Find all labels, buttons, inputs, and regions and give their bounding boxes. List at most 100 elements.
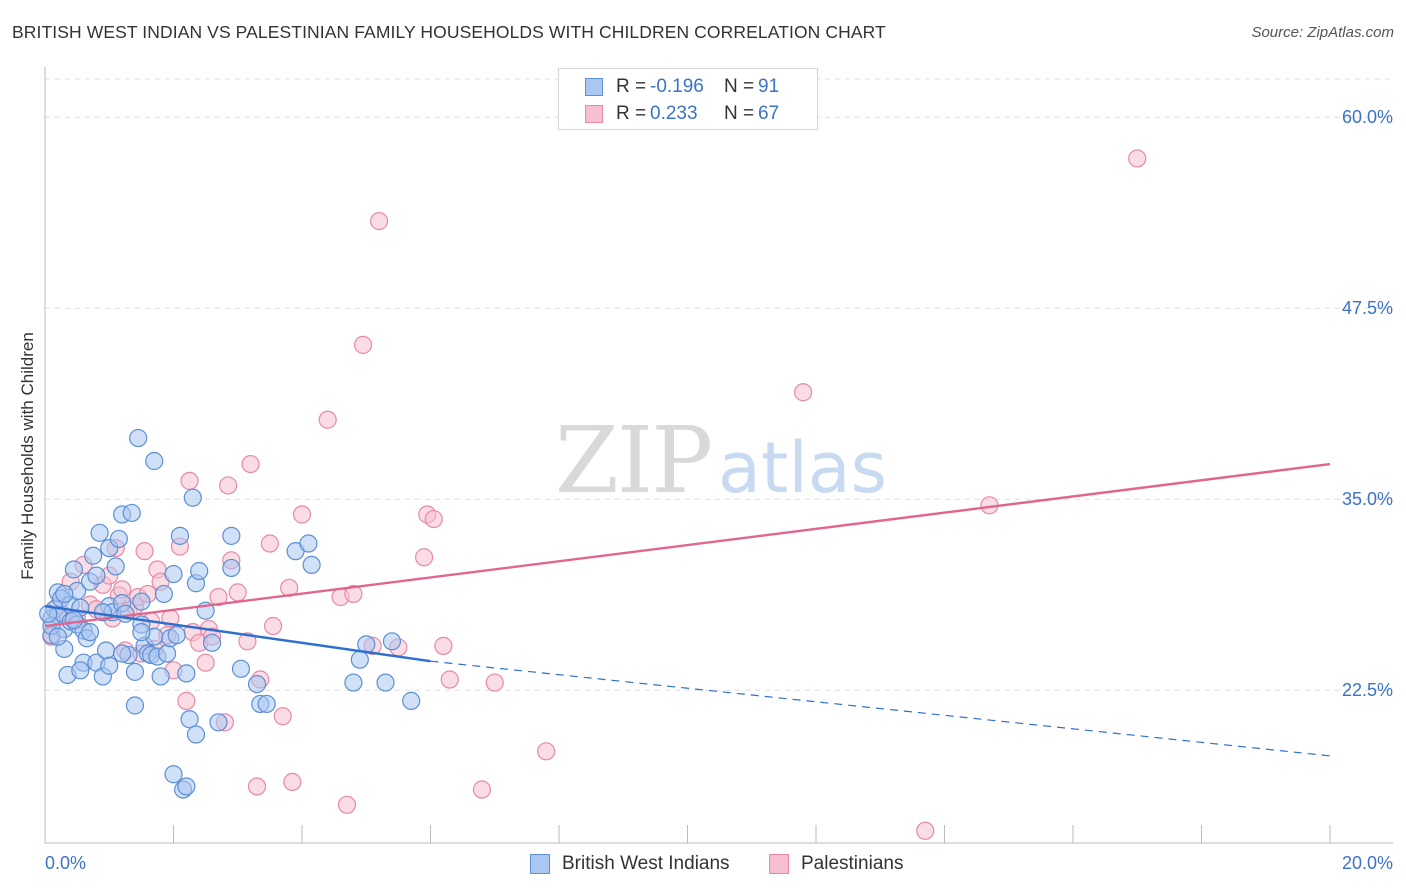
legend-swatch-pink [769, 854, 789, 874]
watermark-atlas: atlas [718, 427, 887, 509]
palestinian-point [353, 335, 373, 354]
british-west-indian-point [302, 555, 321, 575]
gridlines [45, 78, 1393, 691]
legend-swatch-blue [530, 854, 550, 874]
palestinian-point [424, 509, 443, 529]
palestinian-point [219, 476, 238, 495]
legend-item-palestinians[interactable]: Palestinians [769, 852, 903, 876]
british-west-indian-point [180, 710, 199, 729]
legend-swatch-blue [585, 78, 603, 96]
palestinian-point [196, 653, 215, 672]
palestinian-trend-line [44, 462, 1331, 628]
y-tick-label: 47.5% [1342, 298, 1393, 318]
british-west-indian-point [231, 659, 251, 678]
british-west-indian-point [132, 592, 151, 611]
palestinian-point [1128, 149, 1147, 168]
palestinian-point [318, 410, 337, 429]
series-legend: British West Indians Palestinians [0, 852, 1406, 876]
y-tick-label: 22.5% [1342, 680, 1393, 700]
r-label: R = [616, 76, 647, 97]
british-west-indian-point [71, 661, 90, 680]
legend-label: British West Indians [562, 853, 730, 874]
x-tick-label: 0.0% [45, 853, 86, 873]
stats-legend: R = -0.196 N = 91 R = 0.233 N = 67 [558, 68, 818, 130]
british-west-indian-point [222, 558, 241, 578]
palestinian-point [434, 636, 453, 655]
y-tick-label: 60.0% [1342, 107, 1393, 127]
chart-source: Source: ZipAtlas.com [1251, 24, 1394, 41]
axis-lines [44, 67, 1393, 844]
palestinian-point [472, 780, 491, 799]
british-west-indian-point [125, 696, 145, 715]
legend-swatch-pink [585, 105, 603, 123]
n-value: 91 [758, 76, 780, 97]
n-label: N = [724, 76, 755, 97]
palestinian-point [292, 505, 312, 524]
british-west-indian-point [299, 534, 318, 553]
palestinian-point [135, 542, 154, 561]
british-west-indian-point [122, 503, 141, 523]
palestinian-point [440, 670, 459, 689]
british-west-indian-trend-extension [430, 660, 1331, 757]
y-tick-labels: 22.5% 35.0% 47.5% 60.0% [1342, 107, 1393, 700]
legend-label: Palestinians [801, 853, 904, 874]
british-west-indian-point [64, 610, 84, 630]
british-west-indian-point [202, 633, 222, 652]
british-west-indian-point [132, 623, 151, 642]
x-tick-label: 20.0% [1342, 853, 1393, 873]
british-west-indian-point [190, 561, 209, 581]
palestinian-point [344, 584, 363, 604]
chart-title: BRITISH WEST INDIAN VS PALESTINIAN FAMIL… [12, 22, 886, 42]
british-west-indian-point [247, 674, 267, 694]
palestinian-point [794, 383, 813, 402]
british-west-indian-point [112, 644, 132, 663]
palestinian-point [238, 632, 257, 651]
palestinian-point [263, 616, 283, 636]
palestinian-point [283, 772, 302, 791]
legend-item-british-west-indians[interactable]: British West Indians [530, 852, 730, 876]
british-west-indian-point [96, 641, 116, 660]
palestinian-point [916, 821, 935, 840]
british-west-indian-point [183, 488, 202, 507]
x-tick-labels: 0.0% 20.0% [45, 853, 1393, 873]
british-west-indian-point [125, 662, 145, 681]
british-west-indian-point [350, 650, 369, 669]
british-west-indian-point [55, 584, 74, 604]
palestinian-point [370, 212, 389, 231]
british-west-indian-point [382, 632, 402, 651]
british-west-indian-point [106, 557, 125, 576]
british-west-indian-point [177, 664, 196, 683]
british-west-indian-point [116, 604, 135, 623]
watermark: ZIP atlas [555, 407, 887, 514]
palestinian-point [247, 777, 267, 796]
british-west-indian-point [177, 777, 196, 796]
palestinian-point [485, 673, 504, 692]
palestinian-point [337, 795, 357, 814]
british-west-indian-point [39, 604, 58, 623]
blue-points [39, 428, 421, 799]
british-west-indian-point [157, 644, 177, 663]
palestinian-point [180, 471, 199, 490]
palestinian-point [273, 707, 292, 726]
british-west-indian-point [84, 546, 103, 565]
n-label: N = [724, 103, 755, 124]
british-west-indian-point [164, 765, 183, 784]
palestinian-point [537, 742, 556, 761]
palestinian-point [241, 454, 260, 474]
british-west-indian-point [48, 627, 67, 646]
r-label: R = [616, 103, 647, 124]
palestinian-point [177, 691, 196, 710]
british-west-indian-point [167, 626, 186, 645]
british-west-indian-point [186, 725, 206, 744]
british-west-indian-point [164, 564, 183, 584]
british-west-indian-point [170, 526, 190, 545]
palestinian-point [209, 587, 228, 607]
stats-legend-row-blue: R = -0.196 N = 91 [585, 75, 779, 99]
british-west-indian-point [64, 560, 84, 579]
stats-legend-row-pink: R = 0.233 N = 67 [585, 102, 779, 126]
british-west-indian-point [90, 523, 109, 542]
british-west-indian-point [109, 529, 128, 549]
trend-lines [44, 462, 1331, 757]
british-west-indian-point [222, 526, 241, 545]
